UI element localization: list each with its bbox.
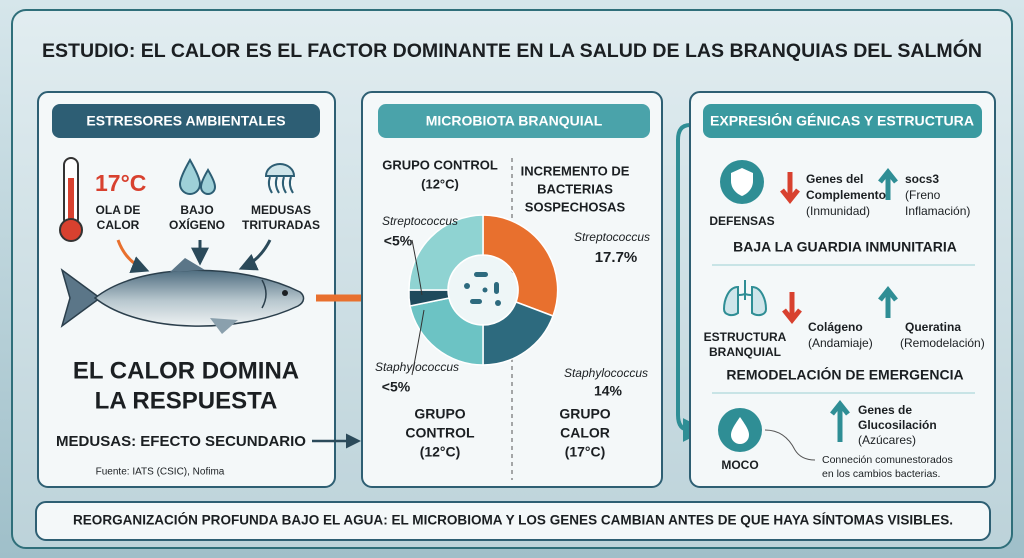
headline: LA RESPUESTA: [95, 387, 278, 414]
gene-title: Colágeno: [808, 320, 863, 334]
bacteria-value: 14%: [594, 383, 623, 399]
lungs-icon: [722, 280, 768, 317]
bacteria-name: Streptococcus: [382, 214, 458, 228]
group-label: GRUPO: [559, 406, 610, 422]
thermometer-icon: [59, 157, 83, 242]
donut: [408, 214, 559, 366]
section-label: ESTRUCTURA: [704, 330, 787, 344]
leader-line: [411, 239, 425, 376]
increase-title: INCREMENTO DE: [521, 163, 630, 178]
gene-note: (Remodelación): [900, 336, 985, 350]
drop: [731, 417, 749, 444]
bacteria-value: <5%: [384, 233, 413, 249]
group-label: CONTROL: [405, 425, 475, 441]
gene-title: socs3: [905, 172, 939, 186]
section-summary: REMODELACIÓN DE EMERGENCIA: [726, 366, 963, 383]
up-arrow: [878, 167, 898, 200]
bacteria-name: Staphylococcus: [375, 360, 459, 374]
salmon-illustration: [60, 258, 305, 334]
stressor-label: OXÍGENO: [169, 217, 225, 232]
gene-note: (Inmunidad): [806, 204, 870, 218]
leader-line: [764, 429, 816, 461]
jellyfish-icon: [264, 163, 296, 194]
temperature: 17°C: [95, 170, 146, 196]
gene-note: (Freno: [905, 188, 941, 202]
stressor-label: TRITURADAS: [242, 218, 320, 232]
bacteria-value: <5%: [382, 379, 411, 395]
increase-title: BACTERIAS: [537, 181, 613, 196]
title: ESTUDIO: EL CALOR ES EL FACTOR DOMINANTE…: [42, 40, 982, 62]
panel-header: [52, 104, 320, 138]
gene-note: (Andamiaje): [808, 336, 873, 350]
panel-header: [378, 104, 650, 138]
section-label: BRANQUIAL: [709, 345, 781, 359]
group-label: GRUPO: [414, 406, 465, 422]
bacteria-name: Staphylococcus: [564, 366, 648, 380]
section-label: MOCO: [721, 458, 758, 472]
gene-title: Genes del: [806, 172, 863, 186]
bacteria-name: Streptococcus: [574, 230, 650, 244]
bacteria-value: 17.7%: [595, 249, 638, 266]
up-arrow: [878, 285, 898, 318]
footer-banner: [35, 501, 991, 541]
group-label: (12°C): [420, 444, 461, 460]
group-title: (12°C): [421, 176, 459, 191]
connection-note: Conneción comunestorados: [822, 454, 953, 466]
shield: [731, 168, 753, 196]
group-label: (17°C): [565, 444, 606, 460]
arrow: [238, 239, 272, 271]
group-label: CALOR: [560, 425, 610, 441]
bracket: [676, 123, 707, 442]
arrow: [116, 239, 150, 274]
down-arrow: [780, 172, 800, 205]
section-summary: BAJA LA GUARDIA INMUNITARIA: [733, 239, 957, 255]
group-title: GRUPO CONTROL: [382, 157, 498, 172]
header-text: EXPRESIÓN GÉNICAS Y ESTRUCTURA: [710, 112, 974, 129]
gene-note: Inflamación): [905, 204, 970, 218]
gene-title: Queratina: [905, 320, 961, 334]
stressor-label: OLA DE: [96, 203, 141, 217]
connection-note: en los cambios bacterias.: [822, 468, 940, 480]
stressor-label: BAJO: [180, 203, 213, 217]
source: Fuente: IATS (CSIC), Nofima: [96, 467, 225, 478]
panel-header: [703, 104, 982, 138]
down-arrow: [782, 292, 802, 325]
gene-title: Genes de: [858, 403, 912, 417]
gene-title: Complemento: [806, 188, 886, 202]
secondary-note: MEDUSAS: EFECTO SECUNDARIO: [56, 433, 306, 450]
header-text: MICROBIOTA BRANQUIAL: [426, 113, 603, 129]
gene-title: Glucosilación: [858, 418, 937, 432]
gene-note: (Azúcares): [858, 433, 916, 447]
up-arrow: [830, 399, 850, 442]
panel: [689, 91, 996, 488]
header-text: ESTRESORES AMBIENTALES: [86, 113, 285, 129]
increase-title: SOSPECHOSAS: [525, 199, 626, 214]
stressor-label: CALOR: [97, 218, 140, 232]
footer-text: REORGANIZACIÓN PROFUNDA BAJO EL AGUA: EL…: [73, 511, 953, 528]
headline: EL CALOR DOMINA: [73, 357, 299, 384]
stressor-label: MEDUSAS: [251, 203, 311, 217]
section-label: DEFENSAS: [709, 214, 774, 228]
drops-icon: [178, 157, 217, 195]
